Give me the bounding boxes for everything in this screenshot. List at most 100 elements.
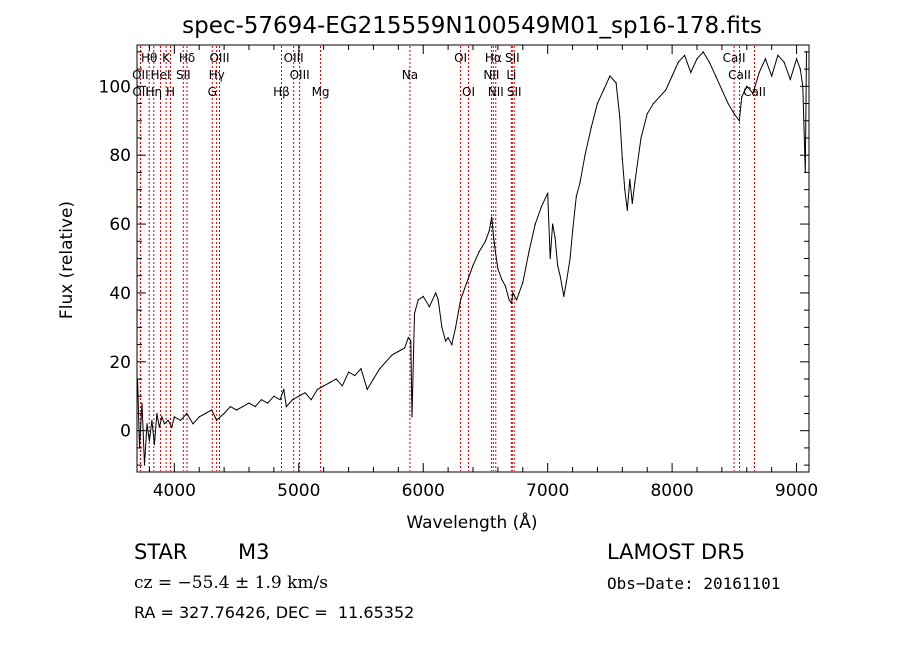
spectrum-point bbox=[323, 385, 325, 387]
spectrum-point bbox=[804, 171, 806, 174]
spectrum-point bbox=[671, 75, 673, 77]
spectrum-point bbox=[171, 426, 173, 428]
spectrum-point bbox=[335, 378, 337, 380]
object-subclass: M3 bbox=[238, 540, 270, 564]
y-tick-label: 20 bbox=[109, 353, 131, 373]
object-class: STAR bbox=[134, 540, 188, 564]
line-label: Hα bbox=[485, 51, 502, 65]
spectrum-point bbox=[279, 399, 281, 401]
spectrum-point bbox=[552, 223, 554, 225]
spectrum-point bbox=[534, 223, 536, 225]
spectrum-point bbox=[248, 402, 250, 404]
spectrum-point bbox=[298, 395, 300, 397]
spectrum-point bbox=[540, 206, 543, 208]
spectrum-point bbox=[192, 423, 194, 425]
survey-name: LAMOST DR5 bbox=[607, 540, 746, 564]
line-label: Li bbox=[506, 68, 516, 82]
spectrum-point bbox=[557, 264, 559, 266]
spectrum-point bbox=[659, 96, 661, 98]
spectrum-point bbox=[273, 395, 275, 397]
axis-ticks: 4000 5000 6000 7000 8000 9000 0 20 40 60 80 100 bbox=[99, 45, 818, 501]
spectrum-point bbox=[347, 371, 350, 373]
spectrum-point bbox=[391, 354, 393, 356]
spectrum-point bbox=[437, 299, 439, 301]
spectrum-point bbox=[235, 409, 238, 411]
spectrum-point bbox=[727, 102, 729, 105]
spectrum-point bbox=[494, 251, 496, 253]
spectrum-point bbox=[143, 464, 146, 466]
spectrum-point bbox=[559, 275, 561, 277]
y-tick-label: 0 bbox=[120, 422, 131, 442]
spectrum-point bbox=[619, 116, 621, 118]
spectrum-point bbox=[260, 399, 263, 401]
spectrum-point bbox=[497, 268, 499, 270]
line-label: OII bbox=[132, 85, 149, 99]
line-label: SII bbox=[176, 68, 191, 82]
spectrum-point bbox=[148, 440, 151, 442]
spectrum-point bbox=[403, 347, 406, 349]
line-label: Hθ bbox=[141, 51, 157, 65]
observation-date: Obs−Date: 20161101 bbox=[607, 574, 781, 593]
spectrum-point bbox=[186, 412, 188, 415]
spectrum-point bbox=[615, 82, 617, 84]
spectrum-point bbox=[354, 374, 356, 377]
spectrum-point bbox=[715, 75, 717, 77]
spectrum-point bbox=[501, 278, 503, 280]
spectrum-point bbox=[173, 416, 175, 418]
spectrum-point bbox=[626, 209, 628, 211]
spectrum-point bbox=[690, 71, 692, 74]
spectrum-point bbox=[652, 102, 655, 105]
spectrum-point bbox=[310, 399, 312, 401]
line-label: Na bbox=[402, 68, 418, 82]
spectrum-point bbox=[488, 230, 490, 232]
line-label: SII bbox=[505, 51, 520, 65]
spectrum-point bbox=[783, 61, 785, 63]
spectrum-point bbox=[508, 299, 510, 301]
spectrum-point bbox=[528, 251, 530, 253]
x-axis-label: Wavelength (Å) bbox=[406, 511, 537, 533]
y-tick-label: 40 bbox=[109, 284, 131, 304]
line-label: OI bbox=[462, 85, 475, 99]
spectrum-point bbox=[512, 292, 514, 294]
line-label: OIII bbox=[209, 51, 229, 65]
line-label: Mg bbox=[312, 85, 330, 99]
line-label: CaII bbox=[728, 68, 751, 82]
spectrum-point bbox=[571, 230, 574, 232]
spectrum-point bbox=[141, 402, 143, 404]
spectrum-point bbox=[634, 182, 636, 184]
spectrum-point bbox=[198, 416, 200, 418]
spectrum-point bbox=[158, 426, 160, 428]
spectrum-point bbox=[758, 71, 760, 74]
line-label: H bbox=[166, 85, 175, 99]
spectrum-point bbox=[696, 58, 698, 60]
spectrum-point bbox=[708, 61, 711, 63]
line-label: OII bbox=[132, 68, 149, 82]
spectrum-point bbox=[229, 405, 231, 408]
spectrum-point bbox=[563, 295, 565, 297]
spectrum-point bbox=[137, 378, 139, 380]
spectrum-point bbox=[764, 58, 767, 60]
spectrum-point bbox=[795, 58, 798, 60]
spectrum-point bbox=[254, 405, 256, 408]
spectrum-point bbox=[151, 419, 153, 421]
spectrum-point bbox=[454, 326, 457, 328]
x-tick-label: 9000 bbox=[775, 481, 818, 501]
spectrum-point bbox=[777, 54, 779, 56]
spectrum-point bbox=[746, 85, 748, 87]
line-label: K bbox=[162, 51, 171, 65]
spectrum-point bbox=[441, 326, 443, 328]
spectrum-point bbox=[646, 113, 648, 115]
line-label: OI bbox=[454, 51, 467, 65]
spectrum-point bbox=[702, 51, 704, 53]
spectrum-point bbox=[146, 423, 148, 425]
spectrum-point bbox=[547, 192, 549, 194]
spectrum-point bbox=[372, 378, 375, 380]
spectrum-point bbox=[291, 399, 294, 401]
spectrum-line bbox=[137, 51, 807, 466]
line-label: OIII bbox=[284, 51, 304, 65]
line-label: G bbox=[208, 85, 217, 99]
redshift-velocity: cz = −55.4 ± 1.9 km/s bbox=[134, 573, 328, 593]
line-label: HeI bbox=[151, 68, 171, 82]
spectrum-point bbox=[590, 127, 592, 129]
x-tick-label: 4000 bbox=[153, 481, 196, 501]
